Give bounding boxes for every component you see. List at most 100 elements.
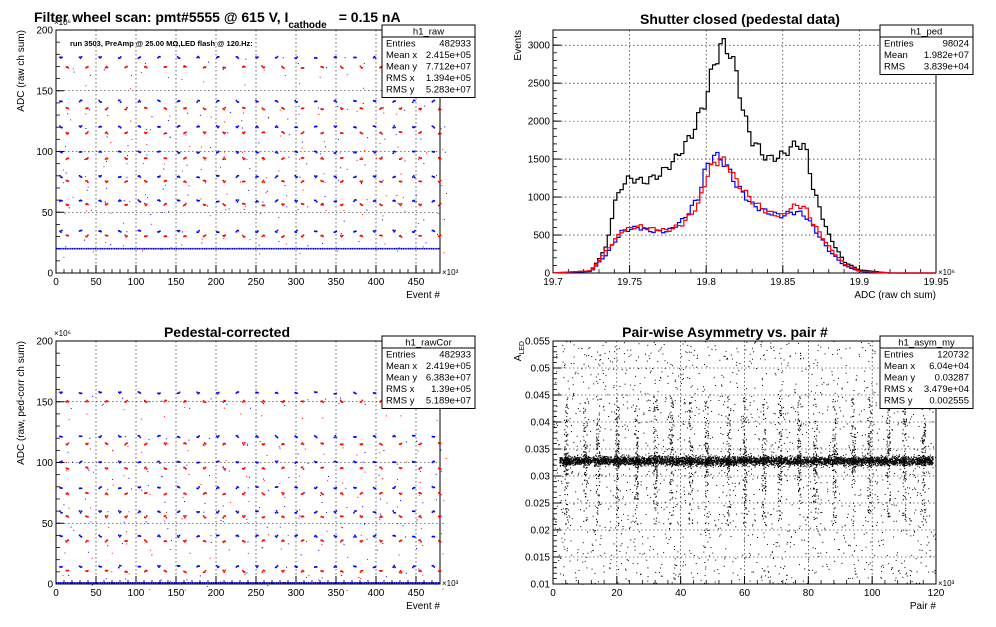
data-point [198, 151, 200, 153]
data-point [375, 566, 377, 568]
baseline-point [135, 582, 136, 584]
data-point [751, 571, 752, 572]
baseline-point [295, 582, 296, 584]
data-point [685, 351, 686, 352]
data-point [166, 66, 168, 68]
data-point [126, 468, 128, 470]
baseline-point [209, 248, 210, 250]
data-point [564, 539, 565, 540]
data-point [628, 455, 629, 456]
data-point [910, 502, 911, 503]
data-point [721, 375, 722, 376]
data-point [622, 454, 623, 455]
data-point [733, 453, 734, 454]
data-point [375, 200, 377, 202]
data-point [164, 521, 165, 522]
data-point [126, 531, 127, 532]
data-point [147, 197, 148, 198]
data-point [249, 477, 250, 478]
data-point [112, 450, 113, 451]
data-point [107, 181, 109, 183]
baseline-point [209, 582, 210, 584]
data-point [701, 580, 702, 581]
data-point [624, 353, 625, 354]
data-point [617, 349, 618, 350]
data-point [866, 547, 867, 548]
data-point [715, 345, 716, 346]
baseline-point [364, 582, 365, 584]
data-point [131, 139, 132, 140]
data-point [783, 407, 784, 408]
data-point [202, 239, 203, 240]
data-point [280, 110, 281, 111]
baseline-point [331, 582, 332, 584]
data-point [84, 240, 85, 241]
data-point [434, 487, 436, 489]
data-point [655, 380, 656, 381]
data-point [629, 469, 630, 470]
data-point [803, 358, 804, 359]
data-point [210, 535, 211, 536]
data-point [751, 474, 752, 475]
data-point [414, 151, 416, 153]
data-point [565, 364, 566, 365]
data-point [419, 495, 420, 496]
y-tick-label: 3000 [528, 41, 551, 52]
data-point [400, 573, 401, 574]
data-point [342, 204, 344, 206]
data-point [61, 512, 63, 514]
data-point [685, 403, 686, 404]
data-point [277, 101, 279, 103]
data-point [380, 514, 381, 515]
baseline-point [88, 582, 89, 584]
data-point [414, 461, 416, 463]
data-point [185, 468, 187, 470]
data-point [555, 528, 556, 529]
data-point [262, 181, 264, 183]
data-point [816, 528, 817, 529]
baseline-point [105, 248, 106, 250]
data-point [832, 354, 833, 355]
data-point [696, 367, 697, 368]
data-point [81, 511, 83, 513]
data-point [706, 430, 707, 431]
data-point [414, 487, 416, 489]
data-point [316, 461, 318, 463]
data-point [766, 525, 767, 526]
data-point [120, 101, 122, 103]
data-point [843, 535, 844, 536]
data-point [782, 381, 783, 382]
data-point [605, 428, 606, 429]
data-point [65, 146, 66, 147]
data-point [628, 580, 629, 581]
data-point [749, 557, 750, 558]
data-point [393, 565, 395, 567]
data-point [198, 126, 200, 128]
x-tick-label: 250 [248, 277, 265, 288]
data-point [107, 489, 108, 490]
data-point [678, 376, 679, 377]
data-point [623, 474, 624, 475]
baseline-point [207, 248, 208, 250]
data-point [684, 453, 685, 454]
data-point [816, 385, 817, 386]
data-point [187, 195, 188, 196]
data-point [196, 101, 198, 103]
data-point [592, 569, 593, 570]
data-point [185, 540, 187, 542]
baseline-point [345, 248, 346, 250]
data-point [299, 253, 300, 254]
x-tick-label: 350 [328, 277, 345, 288]
data-point [850, 450, 851, 451]
data-point [205, 570, 207, 572]
stats-row-label: Mean [884, 50, 908, 61]
data-point [719, 360, 720, 361]
data-point [303, 107, 305, 109]
data-point [257, 535, 259, 537]
data-point [405, 536, 406, 537]
data-point [316, 391, 318, 393]
data-point [655, 344, 656, 345]
data-point [580, 403, 581, 404]
stats-row-value: 5.189e+07 [426, 396, 471, 407]
data-point [764, 431, 765, 432]
